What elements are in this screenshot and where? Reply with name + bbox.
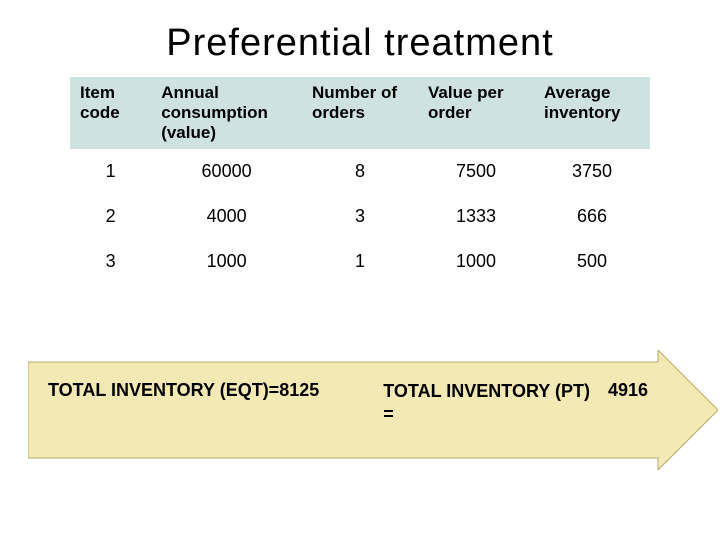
table-cell: 4000 <box>151 194 302 239</box>
summary-arrow: TOTAL INVENTORY (EQT)=8125 TOTAL INVENTO… <box>28 350 718 470</box>
pt-label-line2: = <box>383 404 394 424</box>
table-header-row: Item code Annual consumption (value) Num… <box>70 77 650 149</box>
table-cell: 666 <box>534 194 650 239</box>
table-header: Annual consumption (value) <box>151 77 302 149</box>
table-cell: 2 <box>70 194 151 239</box>
eqt-label: TOTAL INVENTORY (EQT)= <box>48 380 279 400</box>
table-row: 1 60000 8 7500 3750 <box>70 149 650 194</box>
table-header: Average inventory <box>534 77 650 149</box>
table-header: Number of orders <box>302 77 418 149</box>
pt-value: 4916 <box>608 380 648 401</box>
table-cell: 3 <box>302 194 418 239</box>
table-cell: 1000 <box>151 239 302 284</box>
pt-label-line1: TOTAL INVENTORY (PT) <box>383 381 590 401</box>
pt-summary: TOTAL INVENTORY (PT) = 4916 <box>383 380 648 425</box>
table-cell: 1333 <box>418 194 534 239</box>
table-cell: 1000 <box>418 239 534 284</box>
table-cell: 3750 <box>534 149 650 194</box>
table-cell: 500 <box>534 239 650 284</box>
data-table: Item code Annual consumption (value) Num… <box>70 77 650 284</box>
pt-label: TOTAL INVENTORY (PT) = <box>383 380 590 425</box>
page-title: Preferential treatment <box>0 0 720 77</box>
table-cell: 1 <box>302 239 418 284</box>
table-cell: 3 <box>70 239 151 284</box>
table-cell: 8 <box>302 149 418 194</box>
eqt-value: 8125 <box>279 380 319 400</box>
table-row: 3 1000 1 1000 500 <box>70 239 650 284</box>
arrow-content: TOTAL INVENTORY (EQT)=8125 TOTAL INVENTO… <box>48 380 648 440</box>
eqt-summary: TOTAL INVENTORY (EQT)=8125 <box>48 380 319 401</box>
table-cell: 1 <box>70 149 151 194</box>
table-row: 2 4000 3 1333 666 <box>70 194 650 239</box>
table-header: Value per order <box>418 77 534 149</box>
table-cell: 7500 <box>418 149 534 194</box>
table-header: Item code <box>70 77 151 149</box>
table-cell: 60000 <box>151 149 302 194</box>
